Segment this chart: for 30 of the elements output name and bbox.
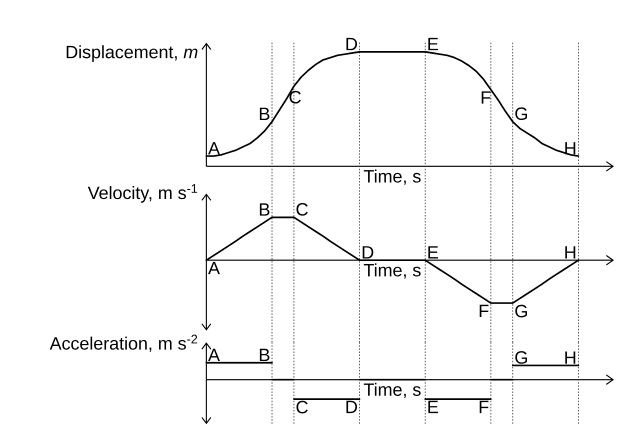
annotation: D	[346, 38, 358, 50]
annotation: A	[208, 142, 220, 154]
annotation: A	[208, 348, 220, 361]
y-axis-title: Acceleration, m s$^{-2}$	[50, 334, 198, 352]
annotation: H	[565, 246, 576, 258]
annotation: E	[428, 38, 438, 50]
annotation: B	[260, 203, 270, 216]
annotation: C	[296, 400, 308, 414]
annotation: H	[565, 351, 576, 364]
annotation: C	[296, 202, 308, 216]
annotation: G	[515, 350, 527, 364]
annotation: B	[260, 108, 270, 120]
annotation: F	[480, 400, 488, 413]
x-axis-title: Time, s	[364, 169, 421, 185]
annotation: F	[482, 91, 490, 104]
annotation: F	[480, 304, 488, 317]
annotation: C	[290, 90, 301, 104]
annotation: E	[428, 400, 438, 413]
annotation: H	[565, 142, 576, 154]
annotation: G	[515, 304, 527, 318]
x-axis-title: Time, s	[364, 263, 421, 278]
annotation: B	[260, 348, 270, 361]
annotation: D	[346, 400, 358, 413]
annotation: E	[428, 246, 438, 258]
x-axis-title: Time, s	[364, 382, 421, 398]
annotation: G	[515, 107, 527, 120]
y-axis-title: Velocity, m s$^{-1}$	[88, 184, 198, 202]
y-axis-title: Displacement, m	[66, 45, 198, 62]
annotation: A	[208, 262, 220, 274]
annotation: D	[362, 246, 374, 258]
